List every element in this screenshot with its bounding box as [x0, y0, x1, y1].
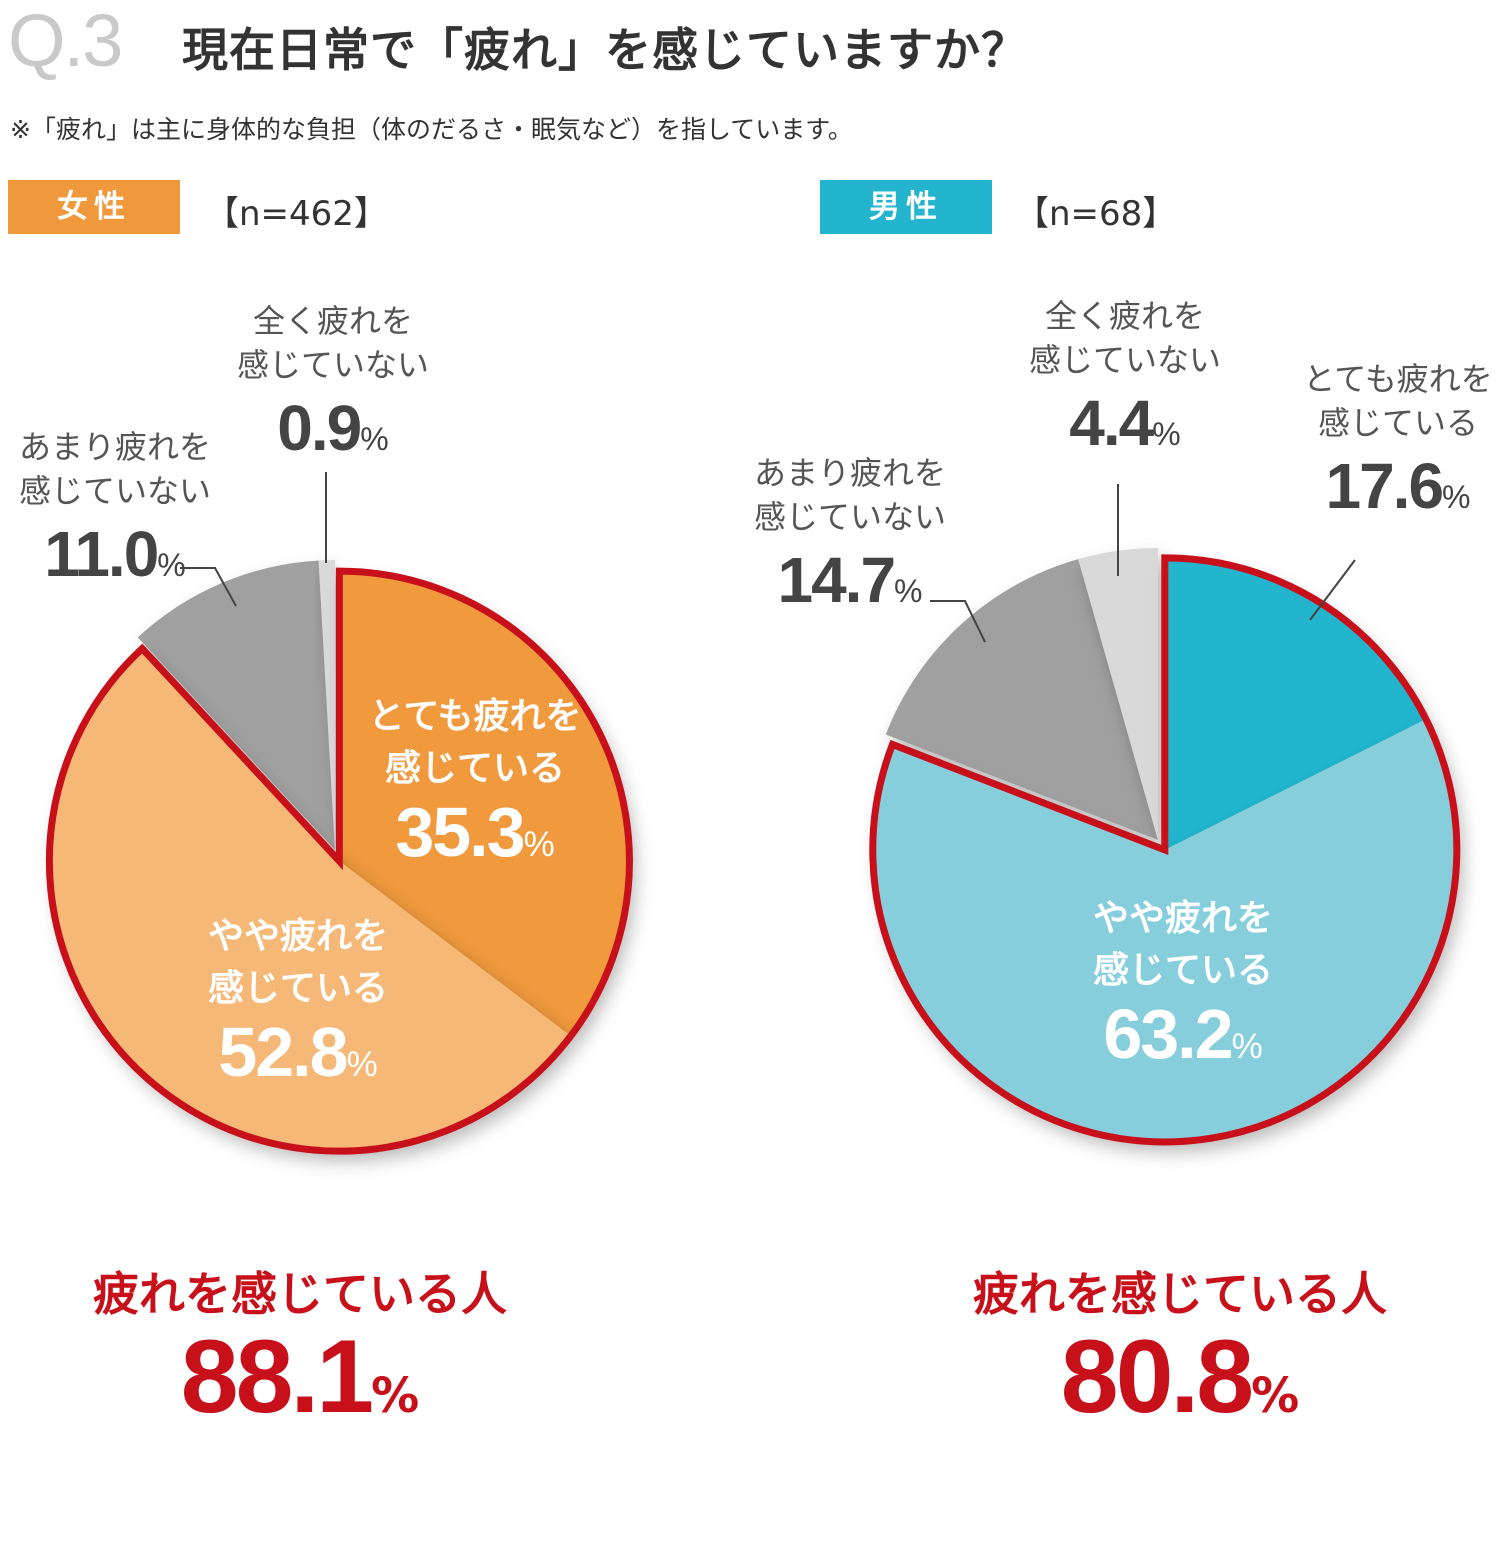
male-total-number: 80.8	[1060, 1319, 1254, 1435]
male-slice-0-label-2: 感じている	[1318, 404, 1478, 442]
female-total-number: 88.1	[180, 1319, 374, 1435]
male-slice-3-label-1: 全く疲れを	[1045, 297, 1205, 335]
female-slice-2-label-2: 感じていない	[19, 472, 211, 510]
male-pie: とても疲れを感じている17.6%やや疲れを感じている63.2%あまり疲れを感じて…	[754, 297, 1493, 1146]
male-slice-1-value: 63.2%	[1103, 995, 1262, 1073]
female-slice-1-label-2: 感じている	[208, 968, 388, 1009]
female-slice-3-value: 0.9%	[277, 392, 388, 464]
female-slice-3-label-1: 全く疲れを	[253, 302, 413, 340]
male-slice-1-label-2: 感じている	[1093, 950, 1273, 991]
male-slice-2-value: 14.7%	[777, 544, 922, 616]
male-slice-3-label-2: 感じていない	[1029, 341, 1221, 379]
female-slice-2	[137, 560, 335, 850]
male-slice-2	[885, 559, 1158, 840]
female-slice-3	[318, 560, 335, 850]
male-slice-3	[1078, 548, 1158, 840]
pie-charts: とても疲れを感じている35.3%やや疲れを感じている52.8%あまり疲れを感じて…	[19, 297, 1493, 1155]
female-slice-1	[49, 648, 571, 1152]
male-slice-1	[872, 719, 1457, 1142]
female-slice-2-value: 11.0%	[44, 518, 185, 590]
male-sample-size: 【n=68】	[1015, 194, 1177, 234]
male-slice-1-label-1: やや疲れを	[1093, 898, 1273, 939]
female-slice-0-value: 35.3%	[395, 793, 554, 871]
male-slice-2-label-2: 感じていない	[754, 498, 946, 536]
male-highlight-outline	[869, 554, 1461, 1146]
male-slice-0-label-1: とても疲れを	[1303, 360, 1492, 398]
female-pie: とても疲れを感じている35.3%やや疲れを感じている52.8%あまり疲れを感じて…	[19, 302, 633, 1155]
female-total-percent: %	[371, 1368, 420, 1424]
female-slice-0-label-1: とても疲れを	[368, 696, 581, 737]
question-title: 現在日常で「疲れ」を感じていますか？	[182, 23, 1028, 77]
male-highlight-group	[869, 554, 1461, 1146]
female-sample-size: 【n=462】	[205, 194, 388, 234]
female-slice-0	[339, 571, 630, 1037]
male-slice-0-value: 17.6%	[1325, 450, 1470, 522]
female-slice-0-label-2: 感じている	[385, 748, 565, 789]
male-slice-0	[1164, 557, 1426, 850]
female-total-label: 疲れを感じている人	[93, 1267, 507, 1321]
male-slice-0-leader	[1309, 559, 1356, 621]
female-slice-1-label-1: やや疲れを	[208, 916, 388, 957]
male-total-percent: %	[1251, 1368, 1300, 1424]
female-highlight-outline	[45, 567, 633, 1155]
female-total-value: 88.1%	[0, 1325, 600, 1429]
question-number: Q.3	[8, 0, 123, 82]
male-slice-3-value: 4.4%	[1069, 387, 1180, 459]
male-slice-2-leader	[930, 600, 986, 643]
female-slice-2-leader	[180, 567, 237, 607]
female-slice-3-label-2: 感じていない	[237, 346, 429, 384]
female-highlight-group	[45, 567, 633, 1155]
female-badge: 女性	[8, 180, 180, 234]
male-slice-2-label-1: あまり疲れを	[754, 454, 946, 492]
male-total-value: 80.8%	[880, 1325, 1480, 1429]
female-slice-1-value: 52.8%	[218, 1013, 377, 1091]
male-badge: 男性	[820, 180, 992, 234]
male-total-label: 疲れを感じている人	[973, 1267, 1387, 1321]
question-note: ※「疲れ」は主に身体的な負担（体のだるさ・眠気など）を指しています。	[10, 115, 853, 144]
female-slice-2-label-1: あまり疲れを	[19, 428, 211, 466]
